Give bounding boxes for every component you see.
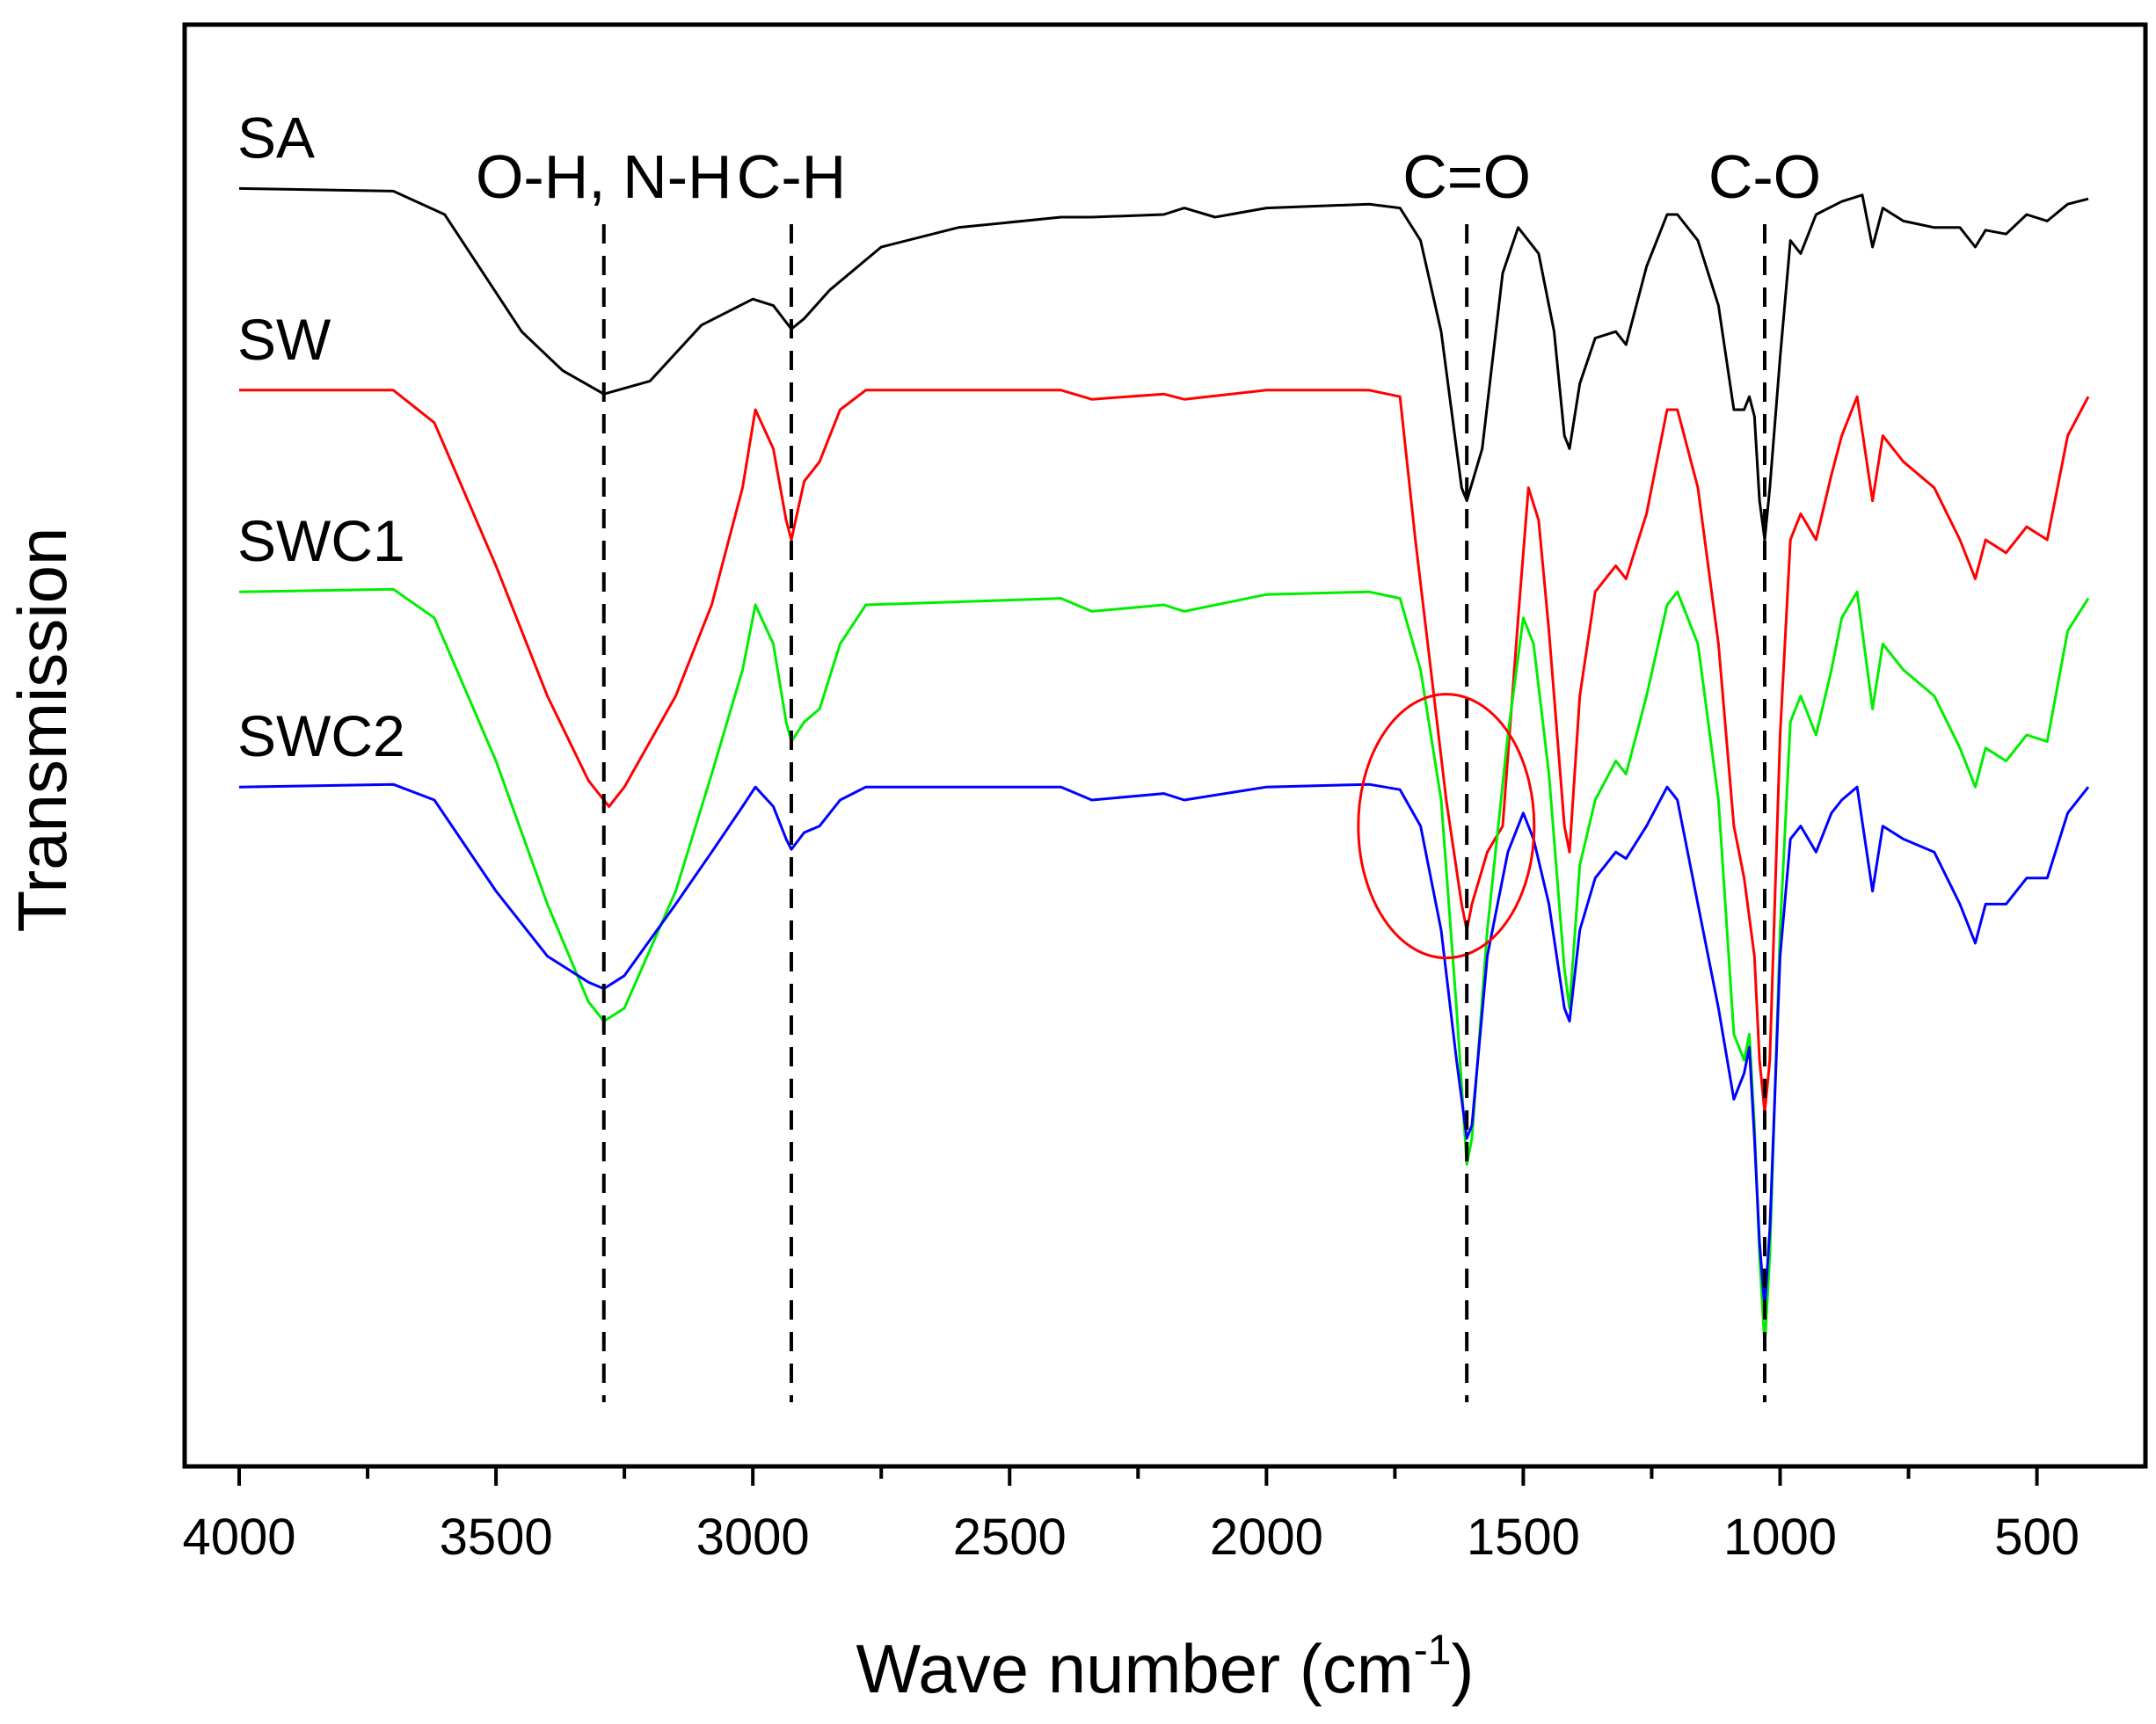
annotation-label-0: O-H, N-H [476, 142, 732, 211]
series-label-sw: SW [237, 307, 331, 372]
series-line-sa [238, 186, 2089, 542]
series-line-swc2 [238, 782, 2090, 1309]
series-label-sa: SA [237, 105, 315, 170]
x-tick-label: 2000 [1210, 1509, 1323, 1566]
x-axis-title-main: Wave number (cm [856, 1630, 1414, 1707]
x-tick-label: 4000 [182, 1509, 295, 1566]
annotation-label-3: C-O [1708, 142, 1821, 211]
series-line-sw [239, 389, 2090, 1114]
series-label-swc2: SWC2 [237, 703, 405, 768]
x-tick-label: 500 [1994, 1509, 2080, 1566]
plot-area: SA SW SWC1 SWC2 O-H, N-H C-H C=O C-O [237, 105, 2090, 1402]
y-axis-title: Transmission [4, 527, 81, 933]
series-label-swc1: SWC1 [237, 508, 405, 573]
x-axis: 4000 3500 3000 2500 2000 1500 1000 500 [182, 1466, 2080, 1566]
x-tick-label: 1000 [1723, 1509, 1837, 1566]
x-tick-label: 3000 [696, 1509, 810, 1566]
x-axis-title-superscript: -1 [1414, 1627, 1452, 1674]
x-axis-title: Wave number (cm-1) [856, 1627, 1475, 1707]
annotation-label-1: C-H [737, 142, 846, 211]
plot-frame [182, 22, 2148, 1469]
highlight-ellipse [1357, 693, 1536, 960]
annotation-label-2: C=O [1402, 142, 1531, 211]
x-tick-label: 3500 [440, 1509, 553, 1566]
x-tick-label: 1500 [1467, 1509, 1580, 1566]
series-line-swc1 [238, 587, 2090, 1349]
x-axis-title-suffix: ) [1451, 1630, 1474, 1707]
x-tick-label: 2500 [953, 1509, 1067, 1566]
